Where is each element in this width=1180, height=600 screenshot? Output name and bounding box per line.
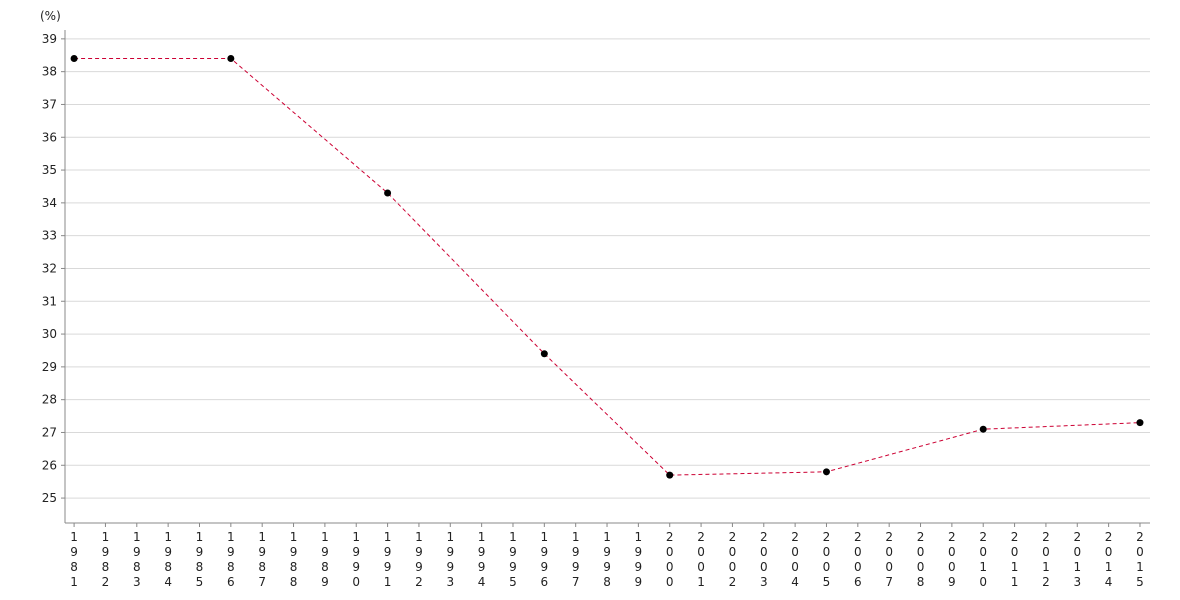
y-tick-label: 38 bbox=[42, 65, 57, 79]
data-point bbox=[979, 425, 987, 433]
y-tick-label: 25 bbox=[42, 491, 57, 505]
y-tick-label: 36 bbox=[42, 130, 57, 144]
y-tick-label: 26 bbox=[42, 458, 57, 472]
y-tick-label: 27 bbox=[42, 425, 57, 439]
y-axis-label: (%) bbox=[40, 9, 61, 23]
y-tick-label: 31 bbox=[42, 294, 57, 308]
y-tick-label: 34 bbox=[42, 196, 57, 210]
data-line bbox=[74, 58, 1140, 476]
data-point bbox=[227, 55, 235, 63]
data-point bbox=[70, 55, 78, 63]
data-point bbox=[666, 471, 674, 479]
y-tick-label: 35 bbox=[42, 163, 57, 177]
y-tick-label: 33 bbox=[42, 229, 57, 243]
y-tick-label: 39 bbox=[42, 32, 57, 46]
data-point bbox=[822, 468, 830, 476]
data-point bbox=[1136, 419, 1144, 427]
data-point bbox=[540, 350, 548, 358]
y-tick-label: 28 bbox=[42, 393, 57, 407]
y-tick-label: 37 bbox=[42, 97, 57, 111]
data-point bbox=[384, 189, 392, 197]
y-tick-label: 32 bbox=[42, 261, 57, 275]
y-tick-label: 29 bbox=[42, 360, 57, 374]
y-tick-label: 30 bbox=[42, 327, 57, 341]
